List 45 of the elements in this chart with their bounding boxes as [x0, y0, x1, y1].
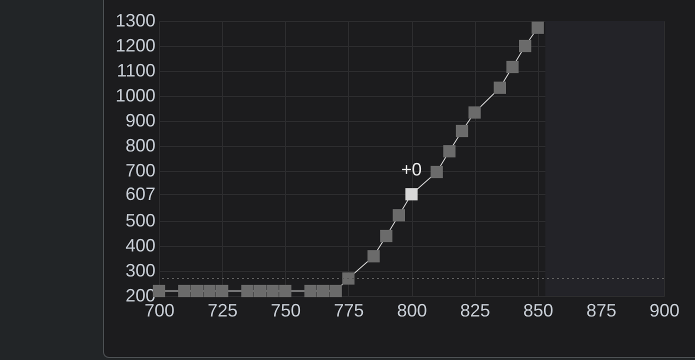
- point: [494, 82, 506, 94]
- point: [456, 124, 468, 138]
- y-tick-label: 400: [125, 236, 156, 256]
- point: [279, 284, 292, 298]
- point: [430, 166, 443, 178]
- x-tick-label: 900: [649, 300, 680, 320]
- x-tick-label: 750: [270, 300, 301, 320]
- point: [241, 284, 254, 298]
- point: [190, 284, 203, 298]
- y-tick-label: 1200: [115, 36, 156, 56]
- point: [506, 60, 519, 74]
- point: [468, 106, 481, 119]
- y-tick-label: 1100: [116, 60, 156, 80]
- y-tick-label: 607: [125, 184, 156, 204]
- point: [405, 188, 418, 200]
- point: [266, 284, 279, 298]
- x-tick-label: 825: [460, 300, 490, 320]
- x-tick-label: 875: [586, 300, 616, 320]
- point: [342, 272, 354, 285]
- x-tick-label: 725: [208, 300, 238, 320]
- point: [304, 284, 317, 298]
- point: [392, 209, 405, 222]
- annotation: +0: [401, 159, 422, 180]
- y-tick-label: 1000: [115, 86, 156, 106]
- point: [519, 40, 532, 52]
- point: [532, 22, 544, 34]
- x-tick-label: 850: [523, 300, 554, 320]
- x-tick-label: 775: [334, 300, 364, 320]
- y-tick-label: 500: [125, 210, 156, 230]
- point: [178, 284, 190, 298]
- x-tick-label: 700: [144, 300, 175, 320]
- point: [330, 284, 342, 298]
- point: [380, 230, 392, 242]
- point: [216, 284, 228, 298]
- point: [368, 250, 380, 262]
- point: [443, 145, 456, 158]
- y-tick-label: 300: [125, 260, 156, 280]
- point: [254, 284, 266, 298]
- y-tick-label: 1300: [115, 10, 156, 30]
- point: [317, 284, 330, 298]
- point: [203, 284, 216, 298]
- x-tick-label: 800: [396, 300, 428, 320]
- y-tick-label: 900: [125, 110, 156, 130]
- y-tick-label: 800: [125, 136, 156, 156]
- y-tick-label: 700: [125, 160, 156, 180]
